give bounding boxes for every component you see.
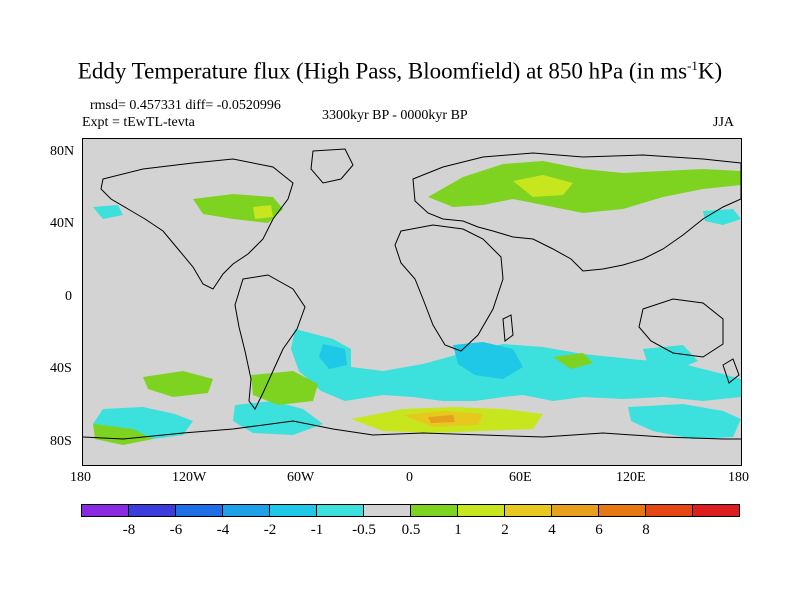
colorbar-swatch [81,504,129,517]
colorbar-tick-label: 0.5 [401,522,421,538]
colorbar-swatch [128,504,176,517]
x-tick-label: 0 [406,470,413,485]
positive-anomaly-regions [93,161,741,445]
x-tick-label: 120E [616,470,646,485]
south-america-coast [234,274,306,410]
asia-south-positive-patch [553,353,593,369]
south-atlantic-positive-patch [251,371,318,405]
y-tick-label: 80S [50,434,72,449]
colorbar-tick-label: -4 [216,522,230,538]
colorbar-tick-label: -2 [263,522,277,538]
eurasia-coast [412,152,741,272]
plot-title: Eddy Temperature flux (High Pass, Bloomf… [77,58,723,84]
greenland-coast [310,148,354,184]
australia-negative-patch [643,345,698,371]
north-america-coast [100,158,294,290]
africa-coast [394,224,504,352]
colorbar-swatch [551,504,599,517]
x-tick-label: 60W [287,470,315,485]
experiment-label: Expt = tEwTL-tevta [82,115,195,130]
colorbar-tick-label: -0.5 [352,522,376,538]
colorbar-swatch [175,504,223,517]
indian-ocean-negative-core [453,342,523,379]
north-pacific-negative-patch [703,209,741,225]
colorbar-swatch [504,504,552,517]
antarctic-positive-peak [428,415,455,423]
negative-anomaly-regions [93,205,741,439]
season-label: JJA [713,115,735,130]
colorbar-swatch [363,504,411,517]
madagascar-coast [502,314,514,342]
y-tick-label: 40N [50,216,75,231]
antarctica-coast [83,420,741,440]
colorbar-swatch [457,504,505,517]
map-panel [82,138,742,466]
new-zealand-coast [722,358,740,384]
period-label: 3300kyr BP - 0000kyr BP [322,108,468,123]
north-america-positive-core [253,205,273,219]
x-tick-label: 180 [70,470,91,485]
colorbar-swatch [222,504,270,517]
colorbar-swatch [269,504,317,517]
atlantic-negative-core [319,344,347,369]
colorbar-tick-label: 6 [595,522,603,538]
east-antarctic-negative-patch [628,404,741,439]
south-pacific-negative-patch [93,407,193,439]
x-tick-label: 60E [509,470,532,485]
colorbar-tick-label: -6 [169,522,183,538]
colorbar-tick-label: -8 [122,522,136,538]
x-tick-label: 120W [172,470,207,485]
west-pacific-positive-patch [93,424,153,445]
stats-line: rmsd= 0.457331 diff= -0.0520996 [90,98,281,113]
canada-negative-patch [93,205,123,219]
south-pacific-positive-patch [143,371,213,397]
colorbar-swatch [410,504,458,517]
colorbar-tick-label: 4 [548,522,556,538]
y-tick-label: 80N [50,144,75,159]
colorbar-tick-label: 2 [501,522,509,538]
x-tick-label: 180 [728,470,749,485]
colorbar-tick-label: 8 [642,522,650,538]
colorbar-tick-label: -1 [310,522,324,538]
eurasia-positive-band [428,161,741,213]
colorbar-swatch [645,504,693,517]
colorbar-tick-label: 1 [454,522,462,538]
colorbar-swatch [692,504,740,517]
colorbar-swatch [316,504,364,517]
y-tick-label: 40S [50,361,72,376]
colorbar [81,504,740,517]
colorbar-swatch [598,504,646,517]
map-canvas [83,148,741,445]
coastlines [83,148,741,440]
australia-coast [638,298,724,358]
y-tick-label: 0 [65,289,72,304]
eurasia-positive-core [513,175,573,197]
antarctic-coast-negative-patch [233,401,323,435]
